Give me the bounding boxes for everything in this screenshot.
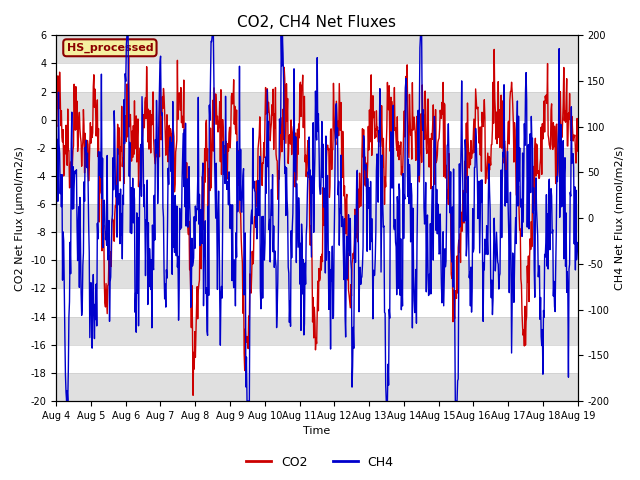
CH4 — [63, 398, 70, 404]
CH4 — [189, 260, 197, 265]
CO2 — [424, 96, 432, 102]
X-axis label: Time: Time — [303, 426, 331, 436]
CH4 — [123, 33, 131, 38]
CO2 — [109, 217, 117, 223]
CO2 — [574, 148, 582, 154]
Line: CH4: CH4 — [56, 36, 578, 401]
CH4 — [276, 131, 284, 136]
Bar — [56, 373, 578, 401]
Text: HS_processed: HS_processed — [67, 43, 153, 53]
Bar — [56, 92, 578, 120]
CH4 — [574, 240, 582, 245]
Title: CO2, CH4 Net Fluxes: CO2, CH4 Net Fluxes — [237, 15, 396, 30]
Legend: CO2, CH4: CO2, CH4 — [241, 451, 399, 474]
Y-axis label: CH4 Net Flux (nmol/m2/s): CH4 Net Flux (nmol/m2/s) — [615, 146, 625, 290]
CO2 — [504, 144, 511, 150]
Y-axis label: CO2 Net Flux (μmol/m2/s): CO2 Net Flux (μmol/m2/s) — [15, 146, 25, 290]
CO2 — [490, 47, 498, 52]
CO2 — [276, 158, 284, 164]
CH4 — [504, 148, 511, 154]
Line: CO2: CO2 — [56, 49, 578, 396]
Bar — [56, 148, 578, 176]
CH4 — [446, 210, 454, 216]
CO2 — [188, 283, 196, 288]
CH4 — [52, 215, 60, 220]
Bar — [56, 316, 578, 345]
CO2 — [189, 393, 197, 398]
Bar — [56, 260, 578, 288]
CH4 — [109, 187, 117, 192]
Bar — [56, 36, 578, 63]
Bar — [56, 204, 578, 232]
CO2 — [445, 180, 453, 186]
CH4 — [425, 293, 433, 299]
CO2 — [52, 120, 60, 126]
